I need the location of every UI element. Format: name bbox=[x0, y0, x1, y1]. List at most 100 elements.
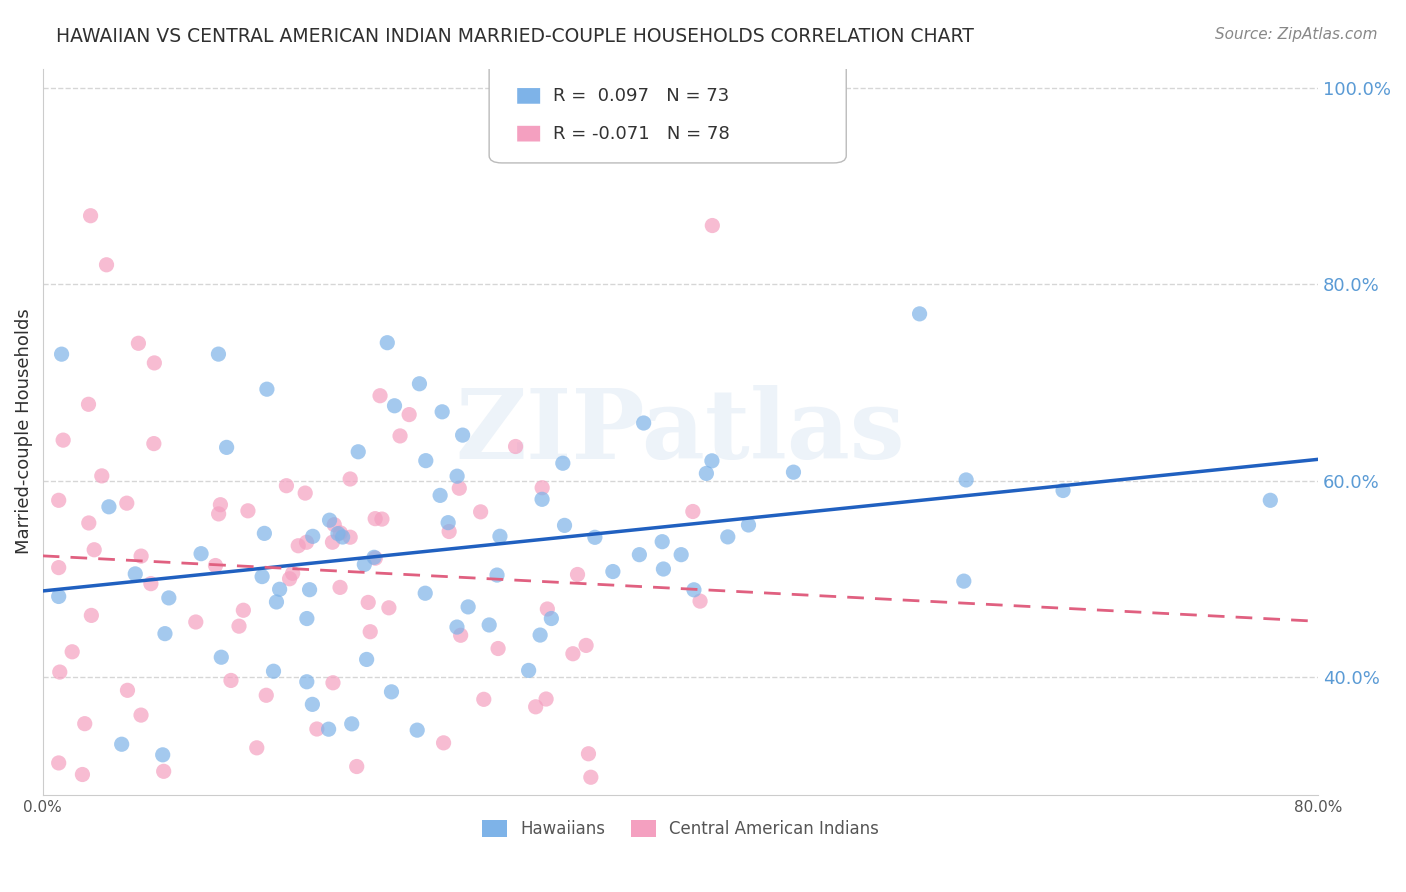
Point bbox=[702, 219, 724, 233]
Point bbox=[406, 723, 429, 738]
Point bbox=[83, 542, 105, 557]
Point bbox=[536, 602, 558, 616]
Point bbox=[184, 615, 207, 629]
Point bbox=[79, 209, 101, 223]
Point bbox=[346, 759, 368, 773]
Point bbox=[129, 708, 152, 723]
Point bbox=[143, 356, 166, 370]
Point bbox=[48, 590, 70, 604]
Point bbox=[717, 530, 740, 544]
Y-axis label: Married-couple Households: Married-couple Households bbox=[15, 309, 32, 555]
Point bbox=[575, 639, 598, 653]
Point bbox=[378, 600, 401, 615]
Point bbox=[139, 576, 162, 591]
Point bbox=[263, 665, 285, 679]
Point bbox=[340, 716, 363, 731]
Point bbox=[48, 756, 70, 770]
Point bbox=[486, 568, 509, 582]
Point bbox=[323, 517, 346, 532]
Point bbox=[157, 591, 180, 605]
Point bbox=[451, 428, 474, 442]
Point bbox=[432, 736, 454, 750]
Point bbox=[364, 551, 387, 566]
Point bbox=[48, 493, 70, 508]
Point bbox=[96, 258, 118, 272]
Point bbox=[1258, 493, 1281, 508]
Point bbox=[152, 764, 174, 779]
Point bbox=[602, 565, 624, 579]
Point bbox=[517, 664, 540, 678]
Point bbox=[437, 516, 460, 530]
Point bbox=[305, 722, 328, 736]
Text: R =  0.097   N = 73: R = 0.097 N = 73 bbox=[553, 87, 730, 105]
Point bbox=[236, 504, 259, 518]
Point bbox=[398, 408, 420, 422]
Point bbox=[142, 436, 165, 450]
Point bbox=[209, 650, 232, 665]
Point bbox=[524, 699, 547, 714]
Point bbox=[782, 465, 804, 479]
Text: Source: ZipAtlas.com: Source: ZipAtlas.com bbox=[1215, 27, 1378, 42]
Point bbox=[567, 567, 589, 582]
Point bbox=[359, 624, 381, 639]
Point bbox=[364, 511, 387, 525]
Point bbox=[578, 747, 600, 761]
Point bbox=[347, 444, 370, 458]
Point bbox=[228, 619, 250, 633]
Point bbox=[318, 722, 340, 736]
Point bbox=[207, 507, 229, 521]
Point bbox=[375, 335, 398, 350]
Point bbox=[695, 467, 717, 481]
Point bbox=[952, 574, 974, 588]
Point bbox=[111, 737, 134, 751]
Point bbox=[276, 479, 298, 493]
Point bbox=[329, 525, 352, 540]
Point bbox=[250, 569, 273, 583]
Point bbox=[256, 382, 278, 396]
Point bbox=[287, 539, 309, 553]
Point bbox=[80, 608, 103, 623]
Point bbox=[449, 481, 471, 495]
Point bbox=[49, 665, 72, 679]
FancyBboxPatch shape bbox=[517, 88, 540, 103]
Point bbox=[429, 488, 451, 502]
Point bbox=[204, 558, 226, 573]
Point bbox=[1052, 483, 1074, 498]
Point bbox=[353, 558, 375, 572]
FancyBboxPatch shape bbox=[489, 54, 846, 163]
Point bbox=[446, 469, 468, 483]
Point bbox=[540, 611, 562, 625]
Legend: Hawaiians, Central American Indians: Hawaiians, Central American Indians bbox=[475, 813, 886, 845]
Point bbox=[332, 530, 354, 544]
Point bbox=[380, 685, 402, 699]
Point bbox=[266, 595, 288, 609]
Point bbox=[384, 399, 406, 413]
Point bbox=[368, 389, 391, 403]
Point bbox=[253, 526, 276, 541]
Point bbox=[129, 549, 152, 563]
Point bbox=[321, 535, 343, 549]
Text: HAWAIIAN VS CENTRAL AMERICAN INDIAN MARRIED-COUPLE HOUSEHOLDS CORRELATION CHART: HAWAIIAN VS CENTRAL AMERICAN INDIAN MARR… bbox=[56, 27, 974, 45]
Point bbox=[356, 652, 378, 666]
FancyBboxPatch shape bbox=[517, 126, 540, 142]
Point bbox=[77, 397, 100, 411]
Point bbox=[215, 441, 238, 455]
Point bbox=[628, 548, 651, 562]
Point bbox=[450, 628, 472, 642]
Point bbox=[682, 504, 704, 518]
Point bbox=[232, 603, 254, 617]
Point bbox=[269, 582, 291, 597]
Point bbox=[652, 562, 675, 576]
Point bbox=[651, 534, 673, 549]
Point bbox=[72, 767, 94, 781]
Point bbox=[326, 526, 349, 541]
Point bbox=[295, 535, 318, 549]
Point bbox=[73, 716, 96, 731]
Point bbox=[124, 566, 146, 581]
Point bbox=[301, 529, 323, 543]
Point bbox=[246, 740, 269, 755]
Point bbox=[298, 582, 321, 597]
Point bbox=[60, 645, 83, 659]
Point bbox=[529, 628, 551, 642]
Point bbox=[48, 560, 70, 574]
